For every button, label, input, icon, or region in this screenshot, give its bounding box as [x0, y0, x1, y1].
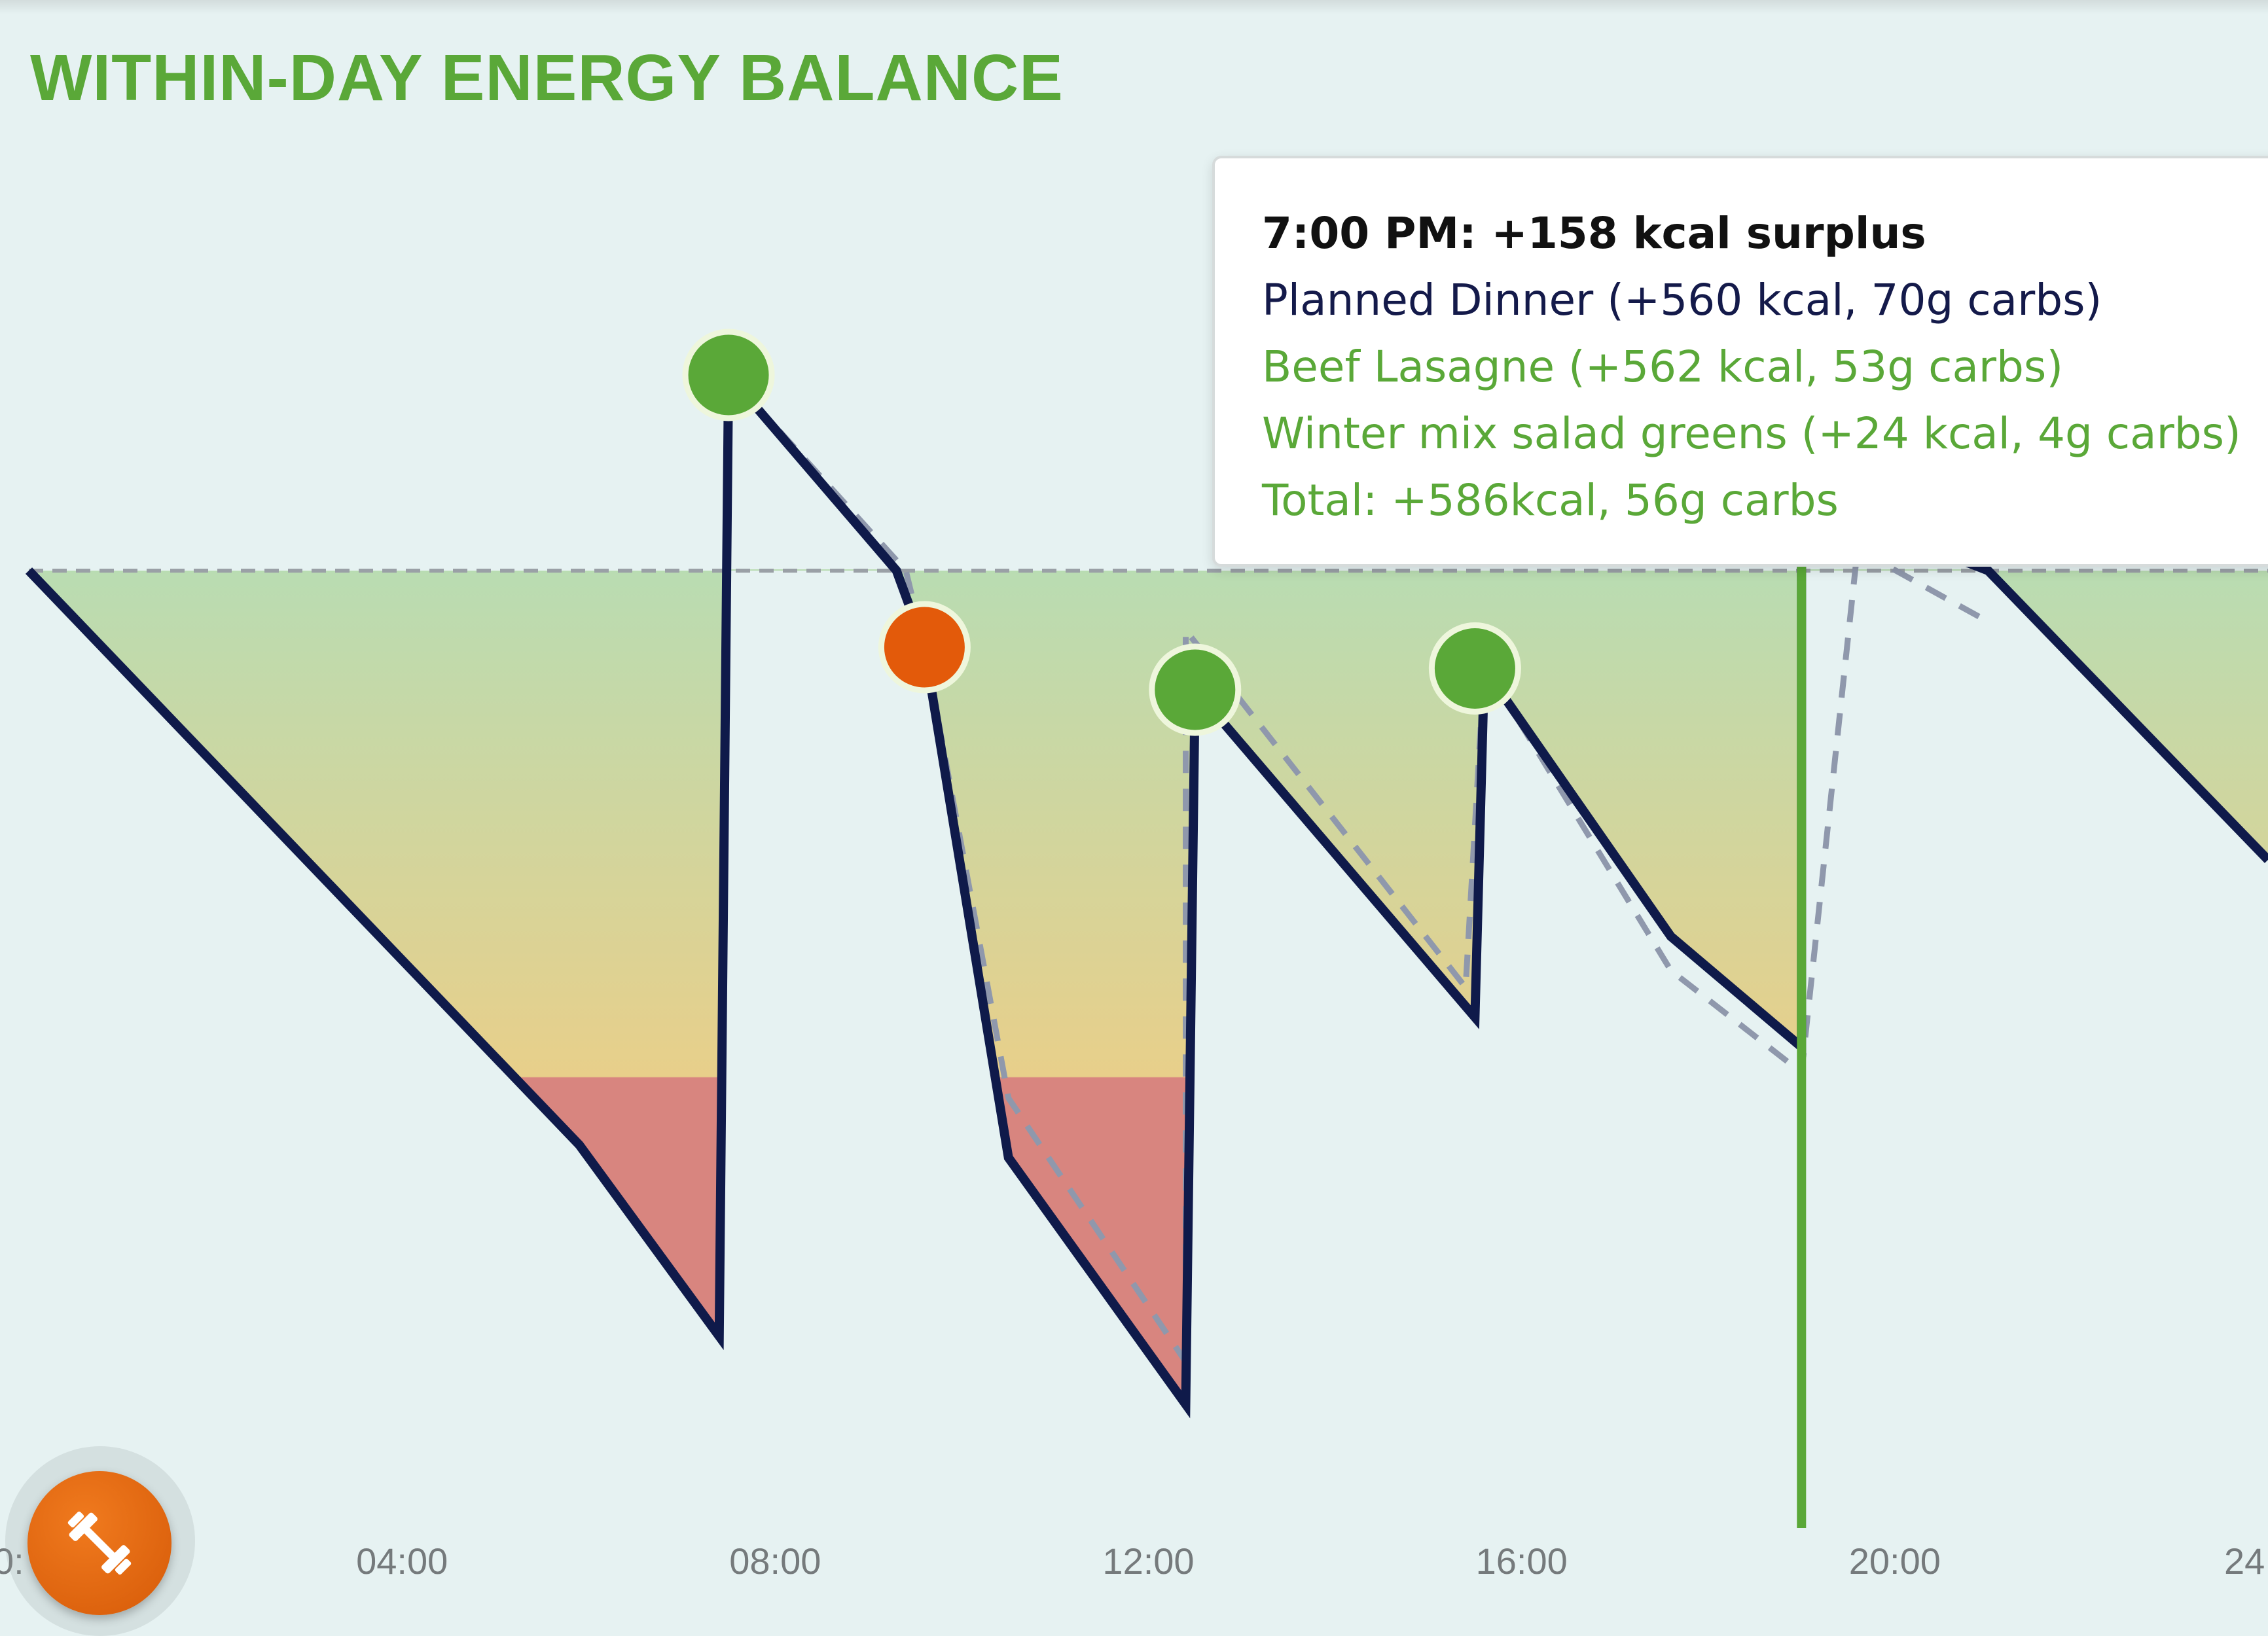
x-tick-label: 12:00 [1102, 1540, 1194, 1582]
add-exercise-button[interactable] [27, 1471, 171, 1615]
chart-tooltip: 7:00 PM: +158 kcal surplus Planned Dinne… [1212, 156, 2268, 567]
x-tick-label: 0: [0, 1540, 24, 1582]
meal-marker [682, 329, 775, 421]
exercise-marker [878, 601, 971, 694]
x-tick-label: 04:00 [356, 1540, 448, 1582]
x-tick-label: 20:00 [1849, 1540, 1941, 1582]
tooltip-header: 7:00 PM: +158 kcal surplus [1262, 208, 1926, 258]
x-tick-label: 24 [2224, 1540, 2265, 1582]
x-tick-label: 16:00 [1476, 1540, 1568, 1582]
dumbbell-icon [67, 1511, 132, 1575]
chart-title: WITHIN-DAY ENERGY BALANCE [30, 41, 1064, 115]
meal-marker [1149, 643, 1242, 736]
tooltip-total: Total: +586kcal, 56g carbs [1262, 475, 1839, 525]
planned-series-line [726, 372, 1990, 1365]
tooltip-food-item: Winter mix salad greens (+24 kcal, 4g ca… [1262, 408, 2241, 459]
x-tick-label: 08:00 [729, 1540, 821, 1582]
top-shadow [0, 0, 2268, 14]
deficit-area [29, 569, 2268, 1404]
meal-marker [1428, 622, 1521, 715]
tooltip-planned-meal: Planned Dinner (+560 kcal, 70g carbs) [1262, 275, 2102, 325]
tooltip-food-item: Beef Lasagne (+562 kcal, 53g carbs) [1262, 342, 2064, 392]
